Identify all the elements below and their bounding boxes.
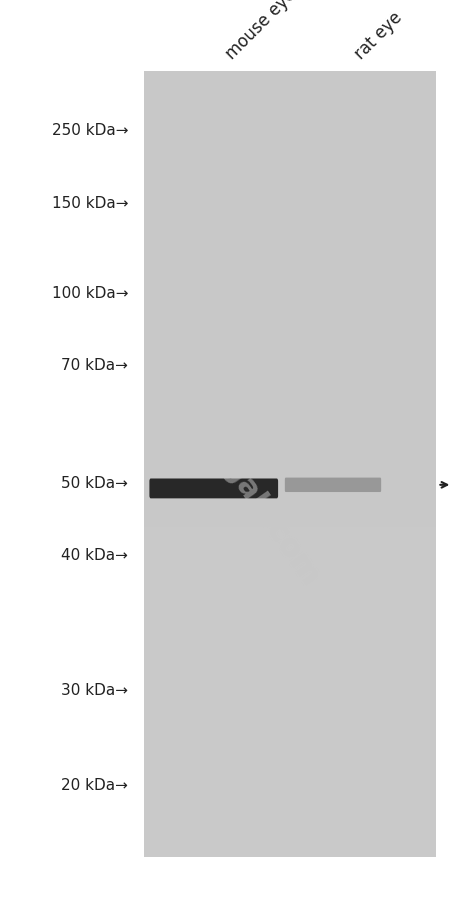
Bar [144,418,436,433]
Bar [144,700,436,715]
Bar [144,778,436,794]
Bar [144,794,436,810]
Bar [144,511,436,528]
Bar [144,244,436,261]
Bar [144,480,436,496]
Bar [144,810,436,825]
Text: 250 kDa→: 250 kDa→ [52,124,128,138]
Text: www.ptgab.com: www.ptgab.com [143,347,325,591]
Bar [144,72,436,857]
Text: 70 kDa→: 70 kDa→ [61,358,128,373]
Bar [144,339,436,354]
Bar [144,621,436,637]
Text: 20 kDa→: 20 kDa→ [61,778,128,792]
Bar [144,182,436,198]
Bar [144,119,436,135]
Bar [144,354,436,371]
Bar [144,747,436,763]
Bar [144,732,436,747]
Bar [144,308,436,323]
Text: 40 kDa→: 40 kDa→ [61,548,128,562]
Bar [144,104,436,119]
Bar [144,590,436,606]
Text: 30 kDa→: 30 kDa→ [61,683,128,697]
Bar [144,72,436,87]
Text: 150 kDa→: 150 kDa→ [52,196,128,210]
Bar [144,214,436,229]
Bar [144,653,436,668]
Bar [144,528,436,543]
Bar [144,229,436,244]
Bar [144,433,436,449]
Bar [144,842,436,857]
Bar [144,543,436,558]
Bar [144,465,436,480]
FancyBboxPatch shape [285,478,381,492]
Bar [144,401,436,418]
FancyBboxPatch shape [149,479,278,499]
Bar [144,606,436,621]
Bar [144,668,436,685]
Bar [144,198,436,214]
Text: mouse eye: mouse eye [223,0,300,63]
Bar [144,135,436,151]
Bar [144,575,436,590]
Bar [144,261,436,276]
Bar [144,449,436,465]
Bar [144,292,436,308]
Text: 100 kDa→: 100 kDa→ [52,286,128,300]
Bar [144,371,436,386]
Bar [144,276,436,292]
Bar [144,496,436,511]
Bar [144,715,436,732]
Text: 50 kDa→: 50 kDa→ [61,475,128,490]
Bar [144,825,436,842]
Bar [144,763,436,778]
Bar [144,685,436,700]
Bar [144,637,436,653]
Bar [144,87,436,104]
Bar [144,166,436,182]
Bar [144,323,436,339]
Bar [144,386,436,401]
Bar [144,151,436,166]
Text: rat eye: rat eye [351,9,405,63]
Bar [144,558,436,575]
